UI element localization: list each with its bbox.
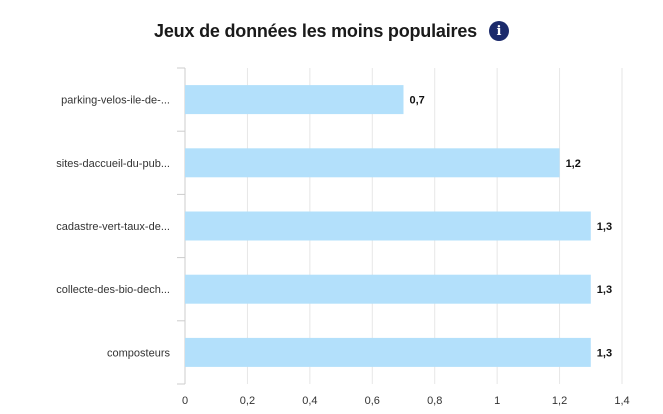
data-label: 1,2 xyxy=(566,158,581,170)
bar[interactable] xyxy=(185,148,560,178)
category-label: sites-daccueil-du-pub... xyxy=(56,158,170,170)
bar[interactable] xyxy=(185,274,591,304)
data-label: 1,3 xyxy=(597,221,612,233)
data-label: 1,3 xyxy=(597,347,612,359)
category-label: parking-velos-ile-de-... xyxy=(61,95,170,107)
x-tick-label: 0,8 xyxy=(427,395,442,407)
data-label: 1,3 xyxy=(597,284,612,296)
x-tick-label: 0 xyxy=(182,395,188,407)
bar[interactable] xyxy=(185,337,591,367)
labels: 0 0,2 0,4 0,6 0,8 1 1,2 1,4 parking-velos-ile-de… xyxy=(56,95,629,407)
x-tick-label: 0,4 xyxy=(302,395,317,407)
bar[interactable] xyxy=(185,85,404,115)
chart-title: Jeux de données les moins populaires xyxy=(154,20,477,41)
chart-header: Jeux de données les moins populaires i xyxy=(0,14,663,48)
x-tick-label: 1,2 xyxy=(552,395,567,407)
axes xyxy=(177,67,186,385)
bar[interactable] xyxy=(185,211,591,241)
x-tick-label: 1 xyxy=(494,395,500,407)
bars xyxy=(185,85,591,367)
x-tick-label: 0,6 xyxy=(365,395,380,407)
category-label: collecte-des-bio-dech... xyxy=(56,284,170,296)
x-tick-label: 1,4 xyxy=(614,395,629,407)
category-label: composteurs xyxy=(107,347,170,359)
info-icon[interactable]: i xyxy=(488,21,509,41)
category-label: cadastre-vert-taux-de... xyxy=(56,221,170,233)
data-label: 0,7 xyxy=(410,95,425,107)
x-tick-label: 0,2 xyxy=(240,395,255,407)
